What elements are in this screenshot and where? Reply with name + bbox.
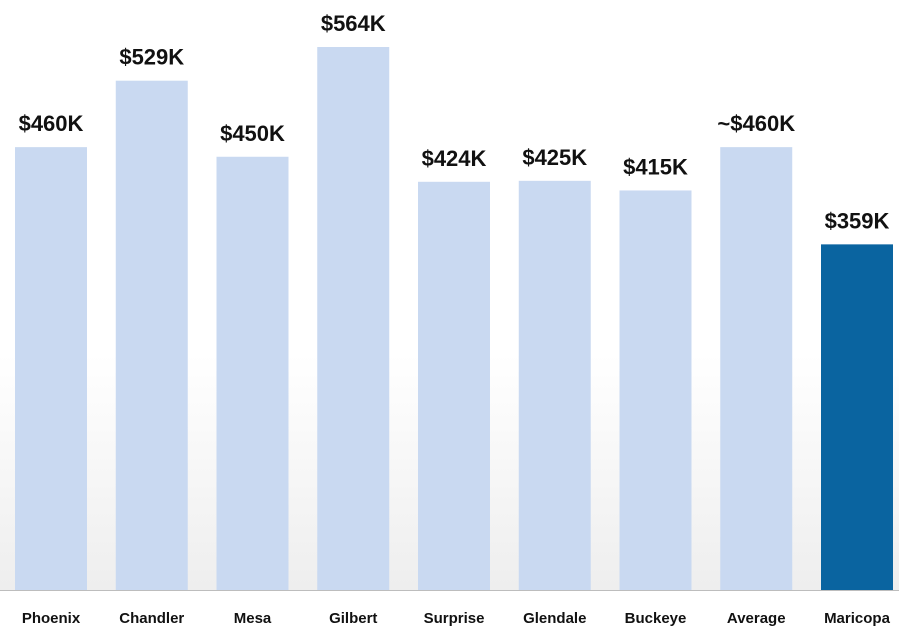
value-label: $460K (19, 111, 84, 136)
x-tick-label: Chandler (119, 610, 184, 627)
x-tick-label: Average (727, 610, 786, 627)
value-label: $564K (321, 11, 386, 36)
x-tick-label: Gilbert (329, 610, 377, 627)
bar (15, 147, 87, 590)
x-tick-label: Phoenix (22, 610, 81, 627)
value-label: $424K (422, 146, 487, 171)
value-label: ~$460K (717, 111, 795, 136)
bar (317, 47, 390, 590)
value-label: $415K (623, 154, 688, 179)
value-label: $450K (220, 121, 285, 146)
value-label: $425K (522, 145, 587, 170)
value-label: $359K (825, 208, 890, 233)
bar (418, 181, 490, 590)
x-tick-label: Buckeye (625, 610, 687, 627)
x-tick-label: Glendale (523, 610, 586, 627)
bar (216, 156, 289, 591)
value-label: $529K (119, 45, 184, 70)
bar (720, 147, 793, 590)
bar (115, 80, 188, 590)
bar (821, 244, 893, 591)
x-tick-label: Mesa (234, 610, 272, 627)
x-tick-label: Surprise (424, 610, 485, 627)
bar (518, 180, 591, 590)
x-tick-label: Maricopa (824, 610, 891, 627)
bar (619, 190, 692, 590)
